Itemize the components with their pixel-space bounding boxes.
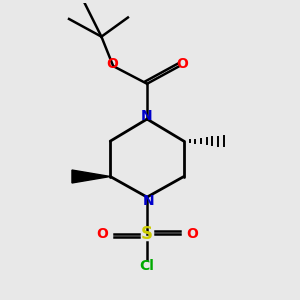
Text: N: N bbox=[141, 109, 153, 122]
Text: S: S bbox=[141, 225, 153, 243]
Polygon shape bbox=[72, 170, 110, 183]
Text: N: N bbox=[143, 194, 154, 208]
Text: O: O bbox=[106, 57, 118, 71]
Text: O: O bbox=[176, 57, 188, 71]
Text: O: O bbox=[186, 227, 198, 241]
Text: O: O bbox=[96, 227, 108, 241]
Text: Cl: Cl bbox=[140, 259, 154, 273]
